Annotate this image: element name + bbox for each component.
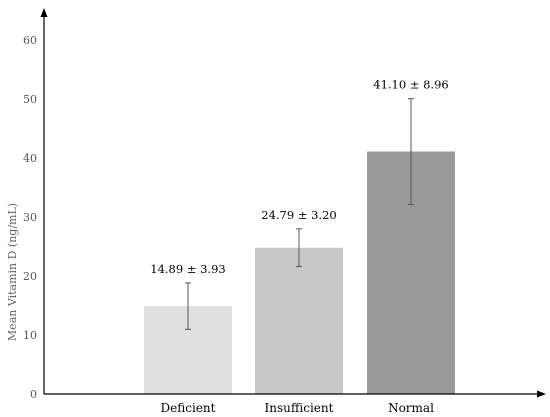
data-label: 41.10 ± 8.96	[373, 78, 448, 92]
y-axis-label: Mean Vitamin D (ng/mL)	[6, 203, 19, 341]
y-tick-label: 50	[23, 93, 37, 106]
y-tick-label: 30	[23, 211, 37, 224]
x-axis-arrow	[537, 390, 546, 398]
data-labels: 14.89 ± 3.93 24.79 ± 3.20 41.10 ± 8.96	[150, 78, 448, 276]
error-bars	[185, 98, 414, 330]
x-tick-label: Normal	[388, 401, 434, 415]
bars	[144, 151, 455, 394]
y-tick-label: 40	[23, 152, 37, 165]
x-tick-label: Insufficient	[265, 401, 334, 415]
y-axis-arrow	[40, 8, 48, 17]
category-labels: Deficient Insufficient Normal	[161, 401, 435, 415]
data-label: 24.79 ± 3.20	[261, 208, 336, 222]
data-label: 14.89 ± 3.93	[150, 262, 225, 276]
y-tick-label: 10	[23, 329, 37, 342]
y-tick-label: 60	[23, 34, 37, 47]
bar	[255, 247, 343, 394]
y-ticks: 0 10 20 30 40 50 60	[23, 34, 37, 401]
x-tick-label: Deficient	[161, 401, 216, 415]
y-tick-label: 20	[23, 270, 37, 283]
y-tick-label: 0	[30, 388, 37, 401]
